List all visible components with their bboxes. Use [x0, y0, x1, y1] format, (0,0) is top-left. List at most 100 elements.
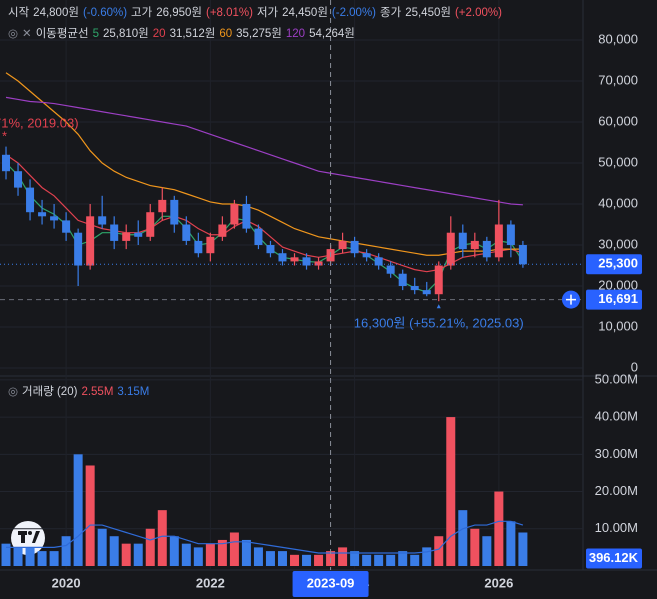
- ma-legend: ◎ ✕ 이동평균선 5 25,810원 20 31,512원 60 35,275원 120 54,2…: [8, 25, 359, 41]
- candle-body: [314, 261, 323, 266]
- volume-bar: [458, 510, 468, 566]
- price-label: 25,300: [598, 256, 638, 271]
- ma-line: [5, 96, 523, 206]
- candle-body: [122, 232, 131, 241]
- volume-bar: [277, 551, 287, 566]
- volume-bar: [265, 551, 275, 566]
- legend-value: 3.15M: [117, 386, 150, 398]
- y-tick-label: 60,000: [598, 113, 638, 128]
- ma-line: [5, 72, 523, 256]
- candle-body: [26, 187, 35, 213]
- icon[interactable]: ◎: [8, 28, 19, 40]
- legend-title: 이동평균선: [35, 28, 89, 40]
- icon[interactable]: ✕: [22, 28, 32, 40]
- volume-legend: ◎ 거래량 (20) 2.55M 3.15M: [8, 383, 153, 399]
- legend-ma-value: 25,810원: [103, 28, 149, 40]
- candle-body: [134, 232, 143, 237]
- legend-ma-name: 5: [92, 28, 99, 40]
- candle-body: [350, 240, 359, 254]
- y-tick-label: 50,000: [598, 154, 638, 169]
- volume-bar: [193, 547, 203, 566]
- volume-bar: [13, 547, 23, 566]
- legend-value: 24,450원: [282, 7, 328, 19]
- candle-body: [290, 257, 299, 262]
- ma-line: [5, 162, 524, 293]
- volume-bar: [241, 539, 251, 566]
- volume-bar: [494, 491, 504, 566]
- volume-bar: [145, 528, 155, 566]
- legend-change: (+2.00%): [454, 7, 502, 19]
- legend-value: 26,950원: [156, 7, 202, 19]
- candle-body: [170, 199, 179, 225]
- volume-bar: [61, 536, 71, 566]
- candle-body: [410, 286, 419, 291]
- candle-body: [266, 245, 275, 254]
- crosshair-label-box: [292, 571, 369, 597]
- candle-body: [302, 257, 311, 266]
- candle-body: [494, 224, 503, 258]
- legend-label: 고가: [131, 7, 153, 19]
- candle-body: [422, 290, 431, 295]
- y-tick-label: 30,000: [598, 236, 638, 251]
- y-tick-label: 70,000: [598, 72, 638, 87]
- y-tick-label: 40,000: [598, 195, 638, 210]
- volume-bar: [410, 554, 420, 566]
- x-tick-label: 2022: [196, 575, 225, 590]
- y-tick-label: 20,000: [598, 277, 638, 292]
- ohlc-legend: 시작 24,800원 (-0.60%) 고가 26,950원 (+8.01%) 저가 24,4…: [8, 4, 506, 20]
- volume-bar: [253, 547, 263, 566]
- volume-bar: [434, 536, 444, 566]
- add-icon: [566, 294, 576, 305]
- volume-bar: [386, 554, 396, 566]
- volume-bar: [109, 536, 119, 566]
- candle-body: [518, 245, 527, 265]
- volume-bar: [97, 528, 107, 566]
- candle-body: [374, 257, 383, 266]
- volume-bar: [362, 554, 372, 566]
- volume-bar: [133, 543, 143, 566]
- legend-label: 저가: [256, 7, 279, 19]
- legend-ma-value: 54,264원: [309, 28, 355, 40]
- volume-bar: [518, 532, 528, 566]
- y-tick-label: 10.00M: [595, 520, 638, 535]
- candle-body: [158, 199, 167, 213]
- candle-body: [458, 232, 467, 250]
- candle-body: [2, 154, 11, 172]
- icon[interactable]: ◎: [8, 386, 19, 398]
- annotation: 71%, 2019.03): [0, 115, 79, 130]
- candle-body: [254, 228, 263, 246]
- price-label-box: [586, 254, 642, 275]
- volume-bar: [1, 543, 11, 566]
- legend-change: (+8.01%): [205, 7, 253, 19]
- legend-ma-value: 31,512원: [169, 28, 216, 40]
- legend-change: (-2.00%): [331, 7, 377, 19]
- candle-body: [182, 224, 191, 241]
- volume-bar: [374, 554, 384, 566]
- candle-body: [278, 253, 287, 262]
- volume-bar: [217, 539, 227, 566]
- candle-body: [98, 216, 107, 225]
- price-label-box: [586, 548, 642, 569]
- volume-bar: [121, 543, 131, 566]
- volume-bar: [229, 532, 239, 566]
- candle-body: [62, 220, 71, 233]
- legend-ma-name: 20: [152, 28, 166, 40]
- candle-body: [86, 216, 95, 266]
- x-tick-label: 2026: [484, 575, 513, 590]
- candle-body: [38, 212, 47, 217]
- candle-body: [206, 236, 215, 254]
- volume-bar: [506, 521, 516, 566]
- annotation-marker: *: [2, 128, 7, 143]
- volume-bar: [314, 554, 324, 566]
- annotation-arrow: [436, 304, 441, 309]
- candle-body: [482, 240, 491, 258]
- legend-value: 2.55M: [81, 386, 114, 398]
- legend-ma-value: 35,275원: [236, 28, 282, 40]
- candle-body: [362, 253, 371, 258]
- legend-ma-name: 60: [219, 28, 233, 40]
- legend-ma-name: 120: [285, 28, 306, 40]
- volume-bar: [338, 547, 348, 566]
- legend-title: 거래량 (20): [22, 386, 78, 398]
- volume-bar: [302, 554, 312, 566]
